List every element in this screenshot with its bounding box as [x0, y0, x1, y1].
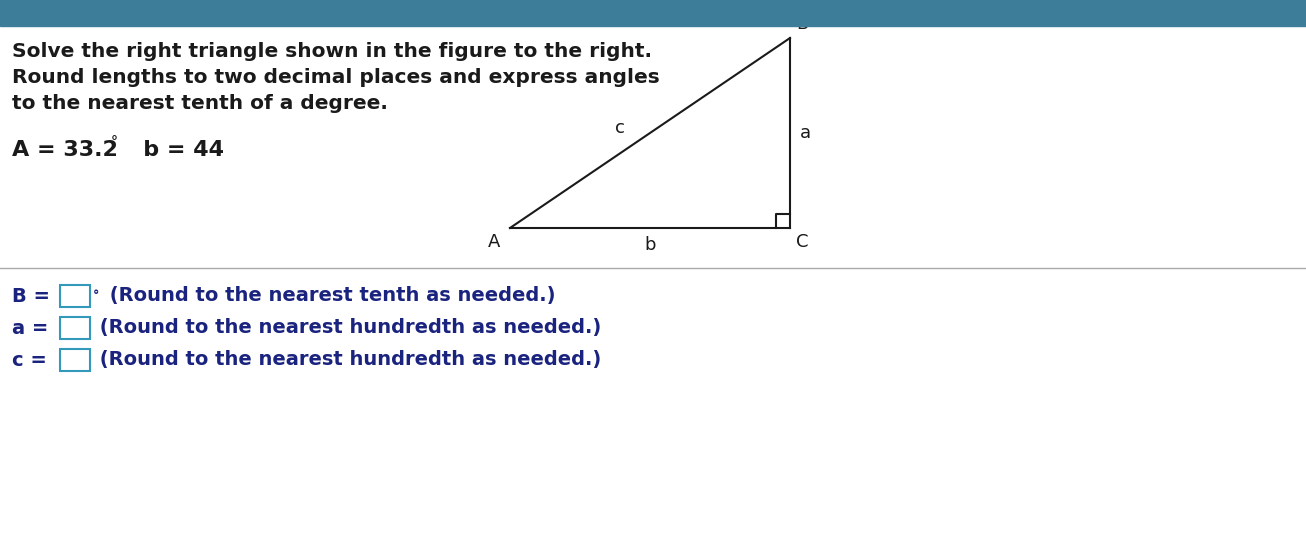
Text: B: B [795, 15, 808, 33]
Bar [0, 0, 1306, 26]
Text: b: b [644, 236, 656, 254]
Text: B =: B = [12, 287, 56, 306]
Text: b = 44: b = 44 [120, 140, 225, 160]
Bar [60, 349, 90, 371]
Bar [60, 317, 90, 339]
Text: a: a [801, 124, 811, 142]
Text: c: c [615, 119, 626, 137]
Text: (Round to the nearest hundredth as needed.): (Round to the nearest hundredth as neede… [93, 318, 601, 337]
Text: °: ° [111, 135, 118, 149]
Text: A = 33.2: A = 33.2 [12, 140, 118, 160]
Text: a =: a = [12, 318, 55, 337]
Text: A: A [487, 233, 500, 251]
Text: to the nearest tenth of a degree.: to the nearest tenth of a degree. [12, 94, 388, 113]
Text: (Round to the nearest hundredth as needed.): (Round to the nearest hundredth as neede… [93, 351, 601, 370]
Text: Round lengths to two decimal places and express angles: Round lengths to two decimal places and … [12, 68, 660, 87]
Text: c =: c = [12, 351, 54, 370]
Text: Solve the right triangle shown in the figure to the right.: Solve the right triangle shown in the fi… [12, 42, 652, 61]
Text: °: ° [93, 289, 99, 302]
Bar [60, 285, 90, 307]
Text: C: C [795, 233, 808, 251]
Text: (Round to the nearest tenth as needed.): (Round to the nearest tenth as needed.) [103, 287, 555, 306]
